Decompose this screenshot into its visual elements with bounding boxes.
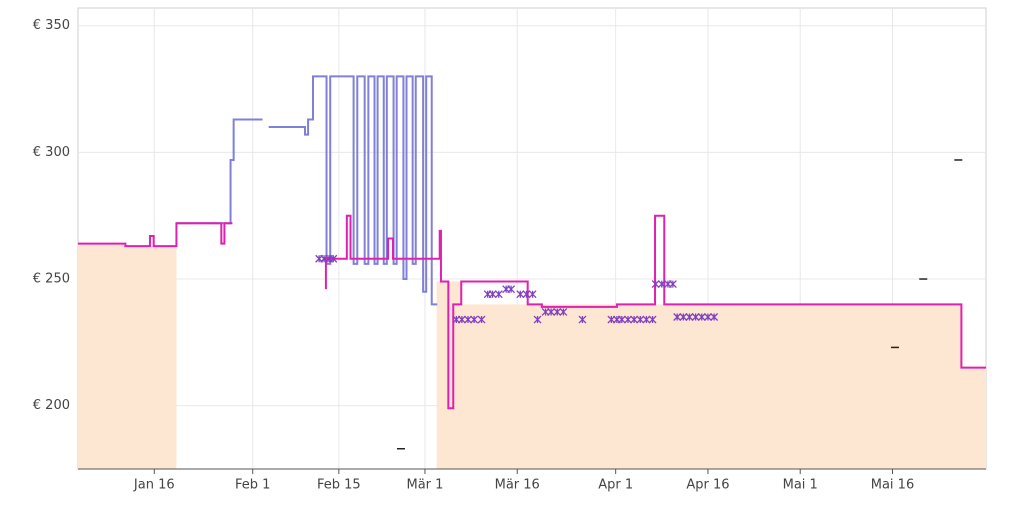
x-tick-label: Mär 16	[495, 478, 540, 493]
x-tick-label: Apr 1	[598, 478, 633, 493]
x-tick-label: Feb 1	[235, 478, 270, 493]
price-marker	[488, 290, 497, 299]
x-tick-label: Mär 1	[406, 478, 443, 493]
price-marker	[673, 313, 682, 321]
price-marker	[507, 285, 516, 294]
price-marker	[679, 313, 688, 321]
price-line	[268, 75, 438, 306]
price-marker	[636, 315, 645, 324]
price-marker	[477, 315, 486, 324]
price-marker	[522, 290, 531, 299]
x-tick-label: Mai 16	[871, 478, 914, 493]
x-tick-label: Feb 15	[317, 478, 361, 493]
price-line	[78, 222, 233, 248]
price-marker	[624, 315, 632, 324]
price-marker	[559, 307, 568, 316]
price-marker	[533, 315, 542, 324]
price-marker	[528, 290, 537, 299]
price-marker	[668, 280, 677, 289]
x-tick-label: Mai 1	[783, 478, 818, 493]
price-marker	[547, 307, 556, 316]
price-marker	[648, 315, 657, 324]
y-tick-label: € 350	[33, 18, 70, 33]
y-tick-label: € 250	[33, 272, 70, 287]
price-marker	[691, 313, 700, 321]
price-marker	[464, 315, 472, 324]
price-marker	[457, 315, 466, 324]
x-tick-label: Apr 16	[686, 478, 729, 493]
price-marker	[578, 315, 587, 324]
price-marker	[553, 307, 562, 316]
price-marker	[697, 313, 706, 321]
price-marker	[617, 315, 626, 324]
price-marker	[470, 315, 479, 324]
price-marker	[710, 313, 719, 321]
price-marker	[657, 280, 666, 289]
price-area	[436, 281, 986, 469]
price-area	[78, 243, 177, 469]
price-line	[324, 214, 986, 410]
price-marker	[329, 254, 338, 263]
y-tick-label: € 200	[33, 398, 70, 413]
y-tick-label: € 300	[33, 145, 70, 160]
price-marker	[630, 315, 639, 324]
price-marker	[685, 313, 694, 321]
price-marker	[703, 313, 712, 321]
price-marker	[494, 290, 503, 299]
price-marker	[651, 280, 660, 289]
price-marker	[516, 290, 525, 299]
x-tick-label: Jan 16	[133, 478, 175, 493]
price-marker	[642, 315, 651, 324]
